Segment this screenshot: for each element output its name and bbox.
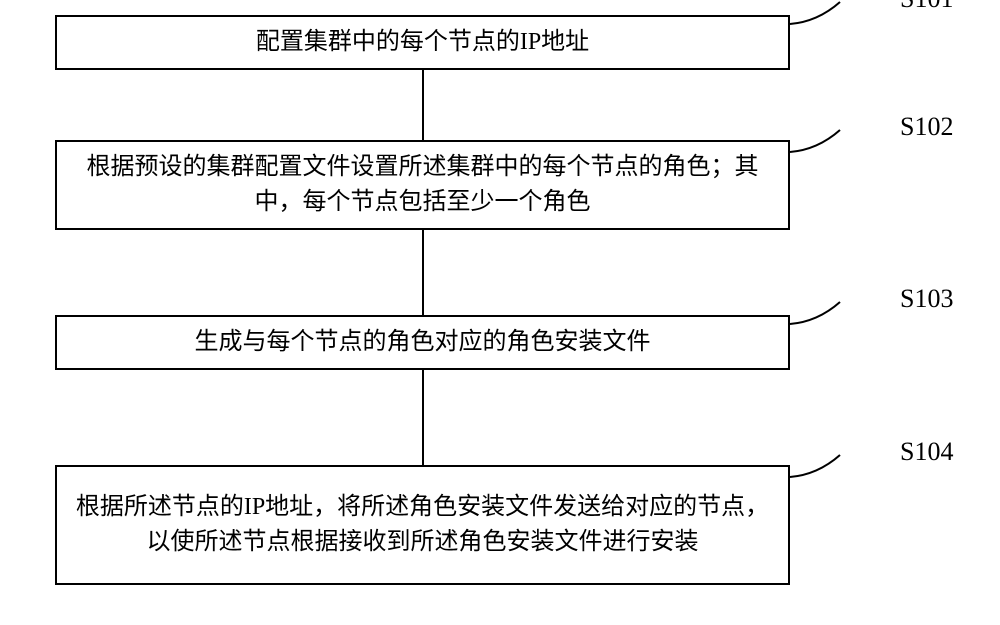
step-box: 根据所述节点的IP地址，将所述角色安装文件发送给对应的节点，以使所述节点根据接收… (55, 465, 790, 585)
step-text: 根据预设的集群配置文件设置所述集群中的每个节点的角色；其中，每个节点包括至少一个… (57, 150, 788, 220)
step-label: S101 (900, 0, 953, 14)
step-box: 配置集群中的每个节点的IP地址 (55, 15, 790, 70)
leader-curve (786, 126, 844, 156)
step-text: 根据所述节点的IP地址，将所述角色安装文件发送给对应的节点，以使所述节点根据接收… (57, 490, 788, 560)
connector-line (422, 70, 424, 140)
step-text: 配置集群中的每个节点的IP地址 (246, 25, 599, 60)
step-label: S104 (900, 437, 953, 467)
step-box: 生成与每个节点的角色对应的角色安装文件 (55, 315, 790, 370)
leader-curve (786, 298, 844, 328)
flowchart-canvas: 配置集群中的每个节点的IP地址 根据预设的集群配置文件设置所述集群中的每个节点的… (0, 0, 1000, 625)
step-label: S102 (900, 112, 953, 142)
leader-curve (786, 451, 844, 481)
step-text: 生成与每个节点的角色对应的角色安装文件 (185, 325, 661, 360)
step-box: 根据预设的集群配置文件设置所述集群中的每个节点的角色；其中，每个节点包括至少一个… (55, 140, 790, 230)
step-label: S103 (900, 284, 953, 314)
connector-line (422, 370, 424, 465)
leader-curve (786, 0, 844, 28)
connector-line (422, 230, 424, 315)
